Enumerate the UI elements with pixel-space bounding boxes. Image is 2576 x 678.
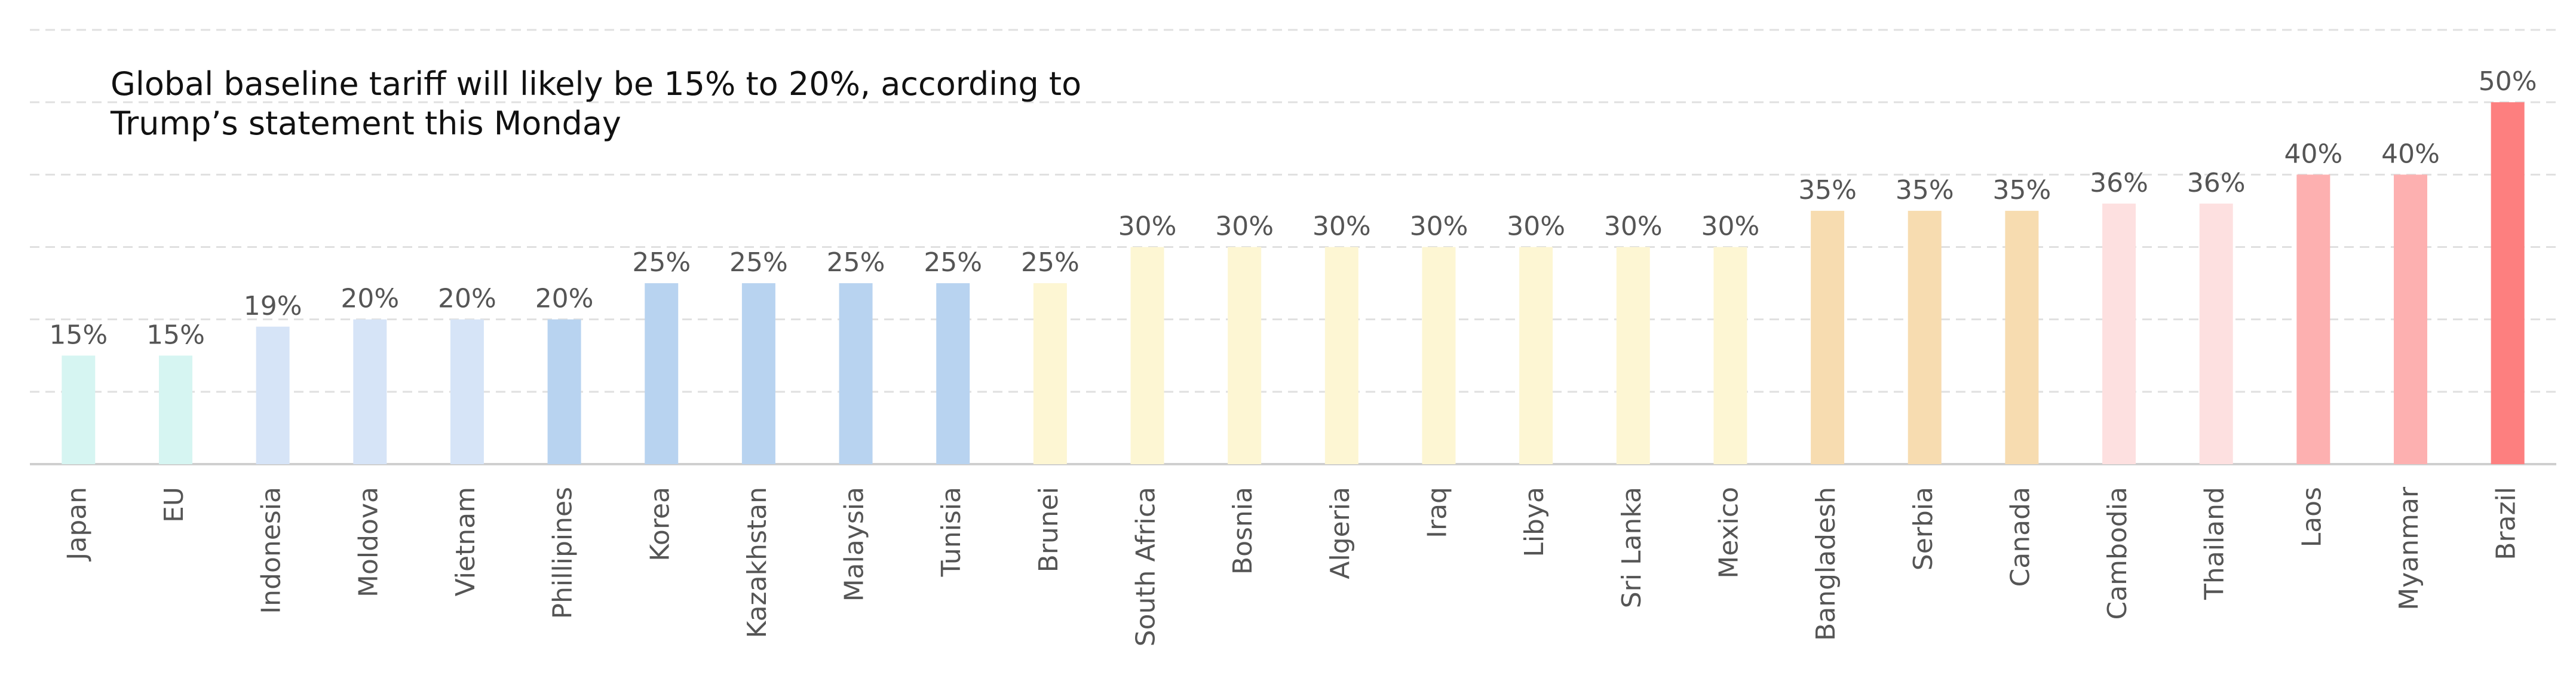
x-tick-label: Canada xyxy=(2005,487,2035,587)
value-label: 40% xyxy=(2381,139,2440,169)
x-tick-label: Thailand xyxy=(2200,487,2230,600)
bar xyxy=(1713,247,1747,464)
annotation: Global baseline tariff will likely be 15… xyxy=(111,65,1082,142)
x-tick-label: Iraq xyxy=(1422,487,1452,538)
x-tick-label: Bangladesh xyxy=(1811,487,1841,641)
bar xyxy=(2491,102,2525,464)
x-tick-label: Malaysia xyxy=(839,487,870,602)
bar xyxy=(1908,210,1942,464)
bar xyxy=(2199,203,2233,464)
value-label: 30% xyxy=(1604,211,1663,242)
x-tick-label: Phillipines xyxy=(548,487,578,619)
value-label: 20% xyxy=(438,284,496,314)
bar xyxy=(1422,247,1456,464)
value-label: 25% xyxy=(729,247,788,278)
bar xyxy=(256,326,290,464)
x-tick-label: Tunisia xyxy=(936,487,967,577)
x-tick-label: Bosnia xyxy=(1228,487,1258,575)
bar xyxy=(1519,247,1553,464)
value-label: 20% xyxy=(341,284,399,314)
x-tick-label: EU xyxy=(159,487,189,523)
value-label: 15% xyxy=(49,320,108,350)
bar xyxy=(2005,210,2039,464)
x-tick-label: Sri Lanka xyxy=(1617,487,1647,608)
bar xyxy=(741,283,775,464)
x-tick-label: Laos xyxy=(2296,487,2327,547)
value-label: 30% xyxy=(1215,211,1274,242)
x-tick-label: Brunei xyxy=(1034,487,1064,572)
value-label: 30% xyxy=(1701,211,1760,242)
x-tick-label: Japan xyxy=(62,487,92,562)
bar xyxy=(2296,174,2330,464)
x-tick-label: Algeria xyxy=(1325,487,1356,579)
bar xyxy=(1033,283,1067,464)
value-label: 30% xyxy=(1410,211,1468,242)
x-tick-label: Korea xyxy=(645,487,675,562)
bar xyxy=(1228,247,1262,464)
value-label: 25% xyxy=(1021,247,1080,278)
x-tick-label: Brazil xyxy=(2491,487,2522,560)
value-label: 30% xyxy=(1312,211,1371,242)
bar xyxy=(2394,174,2428,464)
x-tick-label: Cambodia xyxy=(2102,487,2133,620)
bar xyxy=(353,319,387,464)
value-label: 25% xyxy=(924,247,982,278)
bar xyxy=(1616,247,1650,464)
value-label: 36% xyxy=(2090,168,2148,198)
bar xyxy=(1130,247,1164,464)
bar xyxy=(1811,210,1845,464)
x-tick-label: South Africa xyxy=(1131,487,1161,646)
bar xyxy=(62,355,96,464)
bar xyxy=(1324,247,1358,464)
value-label: 35% xyxy=(1896,175,1954,205)
x-tick-label: Moldova xyxy=(353,487,384,597)
value-label: 25% xyxy=(827,247,885,278)
x-tick-label: Indonesia xyxy=(256,487,287,614)
x-tick-label: Kazakhstan xyxy=(742,487,772,639)
value-label: 20% xyxy=(535,284,594,314)
value-label: 40% xyxy=(2284,139,2342,169)
bar xyxy=(839,283,873,464)
value-label: 35% xyxy=(1798,175,1857,205)
value-label: 15% xyxy=(146,320,205,350)
x-tick-label: Libya xyxy=(1519,487,1550,557)
value-label: 30% xyxy=(1118,211,1177,242)
value-label: 19% xyxy=(244,291,302,321)
bar xyxy=(158,355,192,464)
x-tick-label: Vietnam xyxy=(450,487,481,596)
x-tick-label: Serbia xyxy=(1908,487,1939,570)
x-tick-label: Myanmar xyxy=(2394,486,2424,610)
bar xyxy=(450,319,484,464)
value-label: 35% xyxy=(1993,175,2051,205)
value-label: 50% xyxy=(2479,66,2537,97)
value-label: 25% xyxy=(632,247,691,278)
bar xyxy=(2102,203,2136,464)
x-tick-label: Mexico xyxy=(1713,487,1744,579)
value-label: 36% xyxy=(2187,168,2246,198)
bar xyxy=(645,283,679,464)
bar xyxy=(936,283,970,464)
bar xyxy=(547,319,581,464)
value-label: 30% xyxy=(1507,211,1565,242)
